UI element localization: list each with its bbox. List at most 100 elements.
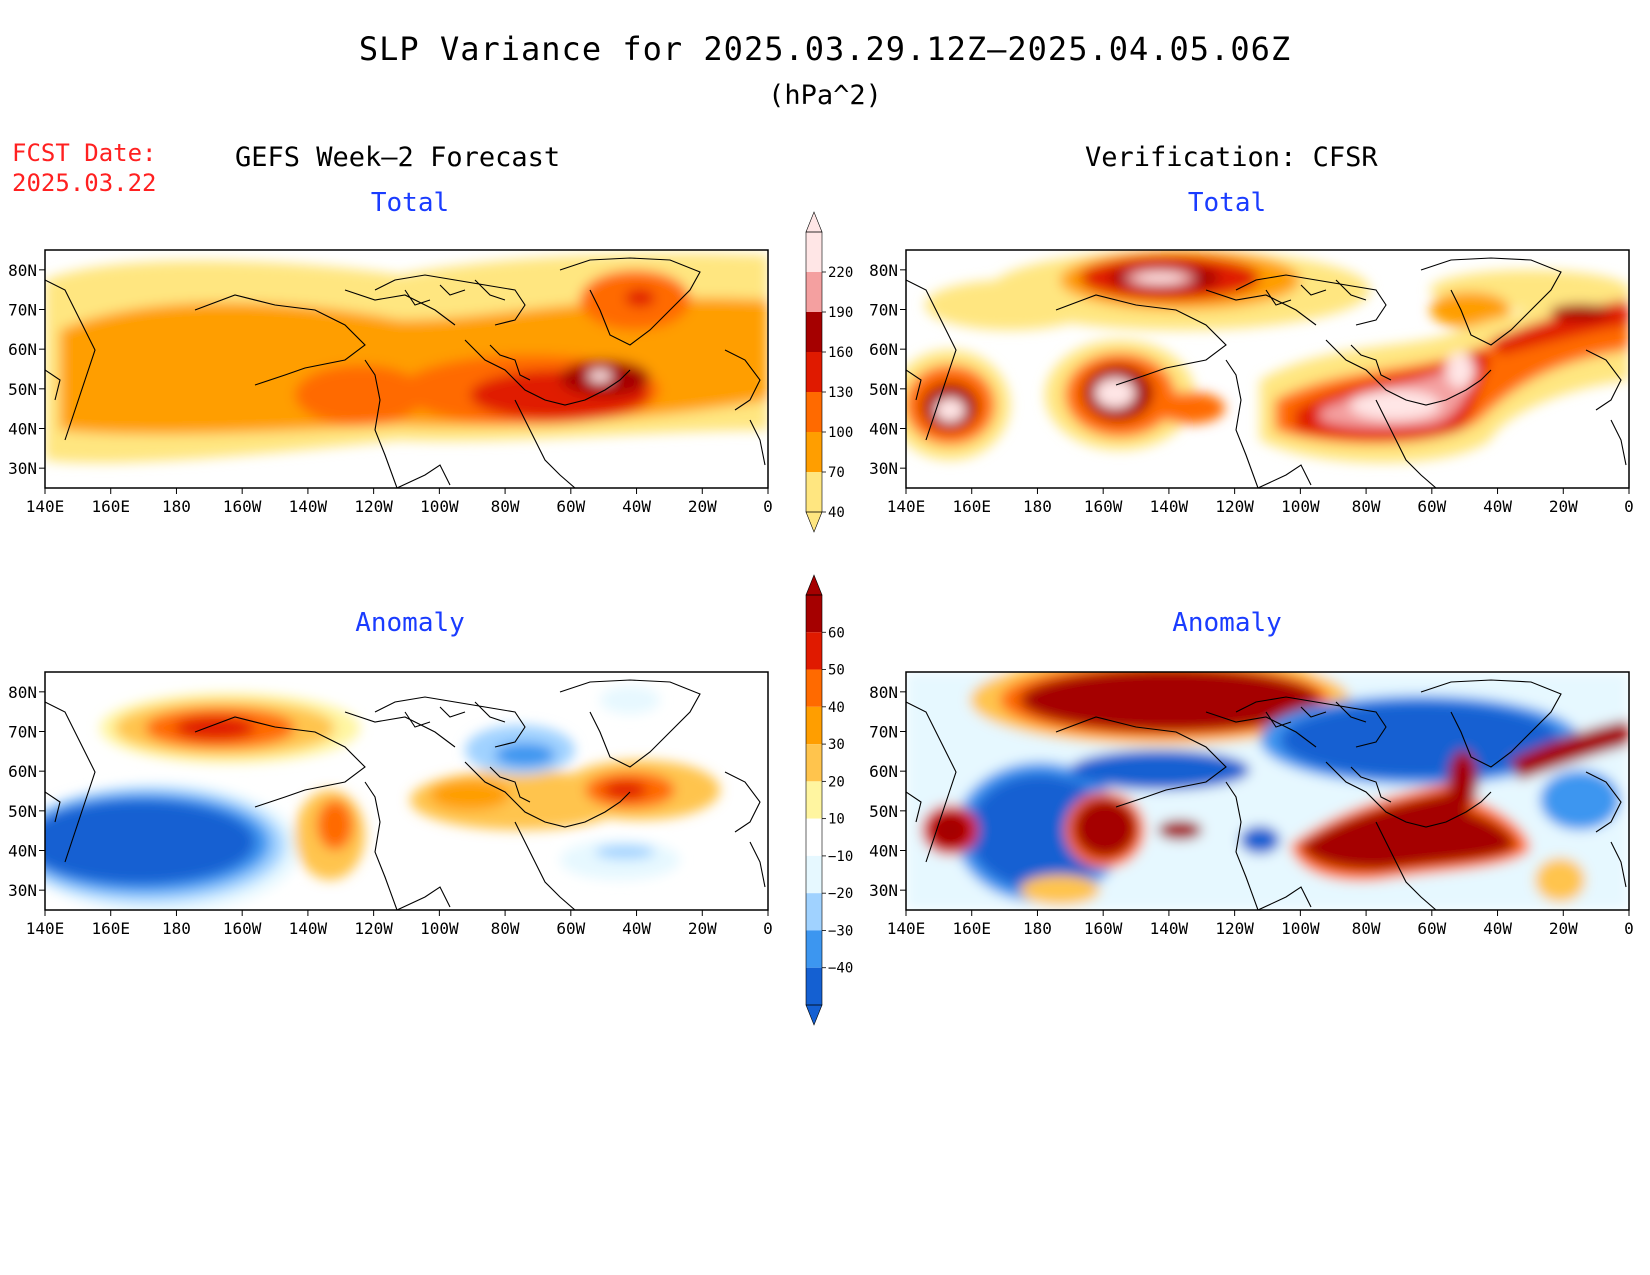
panel-title-total-forecast: Total <box>370 188 450 218</box>
colorbar-label: 160 <box>828 345 853 361</box>
lat-tick-label: 50N <box>8 802 37 821</box>
colorbar-label: 50 <box>828 663 845 679</box>
fcst-date-label: FCST Date: <box>12 139 157 167</box>
lon-tick-label: 40W <box>1483 497 1512 516</box>
lat-tick-label: 40N <box>8 420 37 439</box>
lat-tick-label: 70N <box>8 301 37 320</box>
lon-tick-label: 160W <box>1084 497 1123 516</box>
map-frame-anomaly-forecast <box>44 671 769 911</box>
lat-tick-label: 50N <box>8 380 37 399</box>
forecast-column-title: GEFS Week–2 Forecast <box>235 142 561 173</box>
lon-tick-label: 0 <box>763 497 773 516</box>
colorbar-label: 60 <box>828 625 845 641</box>
lon-tick-label: 160W <box>1084 919 1123 938</box>
lat-tick-label: 70N <box>869 301 898 320</box>
colorbar-segment <box>806 855 822 894</box>
lon-tick-label: 20W <box>688 919 717 938</box>
map-frame-total-verification <box>905 249 1630 489</box>
colorbar-label: −10 <box>828 849 853 865</box>
lat-tick-label: 30N <box>8 881 37 900</box>
colorbar-segment <box>806 392 822 432</box>
axes-anomaly-forecast: 80N 70N 60N 50N 40N 30N 140E 160E 180 160W 140W 120… <box>8 683 773 938</box>
colorbar-label: 30 <box>828 737 845 753</box>
colorbar-arrow-bottom <box>805 511 823 533</box>
lon-tick-label: 100W <box>1281 497 1320 516</box>
axes-anomaly-verification: 80N 70N 60N 50N 40N 30N 140E 160E 180 160W 140W 120… <box>869 683 1634 938</box>
colorbar-arrow-top <box>805 574 823 596</box>
lat-tick-label: 70N <box>8 723 37 742</box>
lon-tick-label: 80W <box>1352 919 1381 938</box>
lon-tick-label: 60W <box>1417 919 1446 938</box>
colorbar-arrow-bottom <box>805 1004 823 1026</box>
lon-tick-label: 0 <box>1624 919 1634 938</box>
panel-title-total-verification: Total <box>1187 188 1267 218</box>
colorbar-frame <box>805 231 823 513</box>
map-panel-anomaly-forecast <box>45 672 768 910</box>
colorbar-label: 40 <box>828 505 845 521</box>
lon-tick-label: 160E <box>952 919 991 938</box>
lon-tick-label: 160E <box>952 497 991 516</box>
colorbar-label: 10 <box>828 812 845 828</box>
colorbar-label: −20 <box>828 886 853 902</box>
map-panel-total-verification <box>906 250 1629 488</box>
colorbar-segment <box>806 930 822 968</box>
lat-tick-label: 60N <box>8 762 37 781</box>
lat-tick-label: 30N <box>869 459 898 478</box>
colorbar-label: 190 <box>828 305 853 321</box>
colorbar-total: 220 190 160 130 100 70 40 <box>805 211 853 533</box>
colorbar-segment <box>806 669 822 707</box>
colorbar-segment <box>806 818 822 856</box>
lat-tick-label: 50N <box>869 802 898 821</box>
lon-tick-label: 20W <box>688 497 717 516</box>
colorbar-segment <box>806 352 822 392</box>
lon-tick-label: 100W <box>1281 919 1320 938</box>
lon-tick-label: 60W <box>556 919 585 938</box>
colorbar-label: 70 <box>828 465 845 481</box>
axes-total-verification: 80N 70N 60N 50N 40N 30N 140E 160E 180 160W 140W 120… <box>869 261 1634 516</box>
colorbar-label: 20 <box>828 774 845 790</box>
colorbar-segment <box>806 744 822 782</box>
map-panel-total-forecast <box>45 250 768 488</box>
lat-tick-label: 80N <box>8 683 37 702</box>
lon-tick-label: 140E <box>26 497 65 516</box>
colorbar-arrow-top <box>805 211 823 233</box>
lat-tick-label: 30N <box>869 881 898 900</box>
lon-tick-label: 40W <box>622 919 651 938</box>
colorbar-label: −30 <box>828 923 853 939</box>
panel-title-anomaly-forecast: Anomaly <box>355 608 465 638</box>
map-frame-total-forecast <box>44 249 769 489</box>
units-label: (hPa^2) <box>768 80 882 111</box>
colorbar-segment <box>806 472 822 512</box>
colorbar-anomaly: 60 50 40 30 20 10 −10 −20 −30 −40 <box>805 574 853 1026</box>
lon-tick-label: 160W <box>223 919 262 938</box>
lon-tick-label: 120W <box>1215 919 1254 938</box>
lon-tick-label: 20W <box>1549 497 1578 516</box>
lat-tick-label: 80N <box>869 261 898 280</box>
lon-tick-label: 140W <box>289 919 328 938</box>
lon-tick-label: 140E <box>26 919 65 938</box>
colorbar-label: 100 <box>828 425 853 441</box>
lat-tick-label: 60N <box>869 340 898 359</box>
lon-tick-label: 100W <box>420 919 459 938</box>
verification-column-title: Verification: CFSR <box>1085 142 1378 173</box>
colorbar-label: 130 <box>828 385 853 401</box>
colorbar-segment <box>806 967 822 1005</box>
lon-tick-label: 140W <box>1150 497 1189 516</box>
fcst-date-value: 2025.03.22 <box>12 169 157 197</box>
map-frame-anomaly-verification <box>905 671 1630 911</box>
lon-tick-label: 120W <box>1215 497 1254 516</box>
colorbar-segment <box>806 706 822 745</box>
fcst-date: FCST Date: 2025.03.22 <box>12 138 157 198</box>
lon-tick-label: 0 <box>763 919 773 938</box>
map-panel-anomaly-verification <box>906 672 1629 910</box>
colorbar-segment <box>806 312 822 352</box>
lon-tick-label: 40W <box>1483 919 1512 938</box>
colorbar-segment <box>806 432 822 472</box>
lon-tick-label: 80W <box>491 497 520 516</box>
lon-tick-label: 100W <box>420 497 459 516</box>
colorbar-segment <box>806 632 822 670</box>
lon-tick-label: 0 <box>1624 497 1634 516</box>
lon-tick-label: 140W <box>289 497 328 516</box>
lat-tick-label: 70N <box>869 723 898 742</box>
